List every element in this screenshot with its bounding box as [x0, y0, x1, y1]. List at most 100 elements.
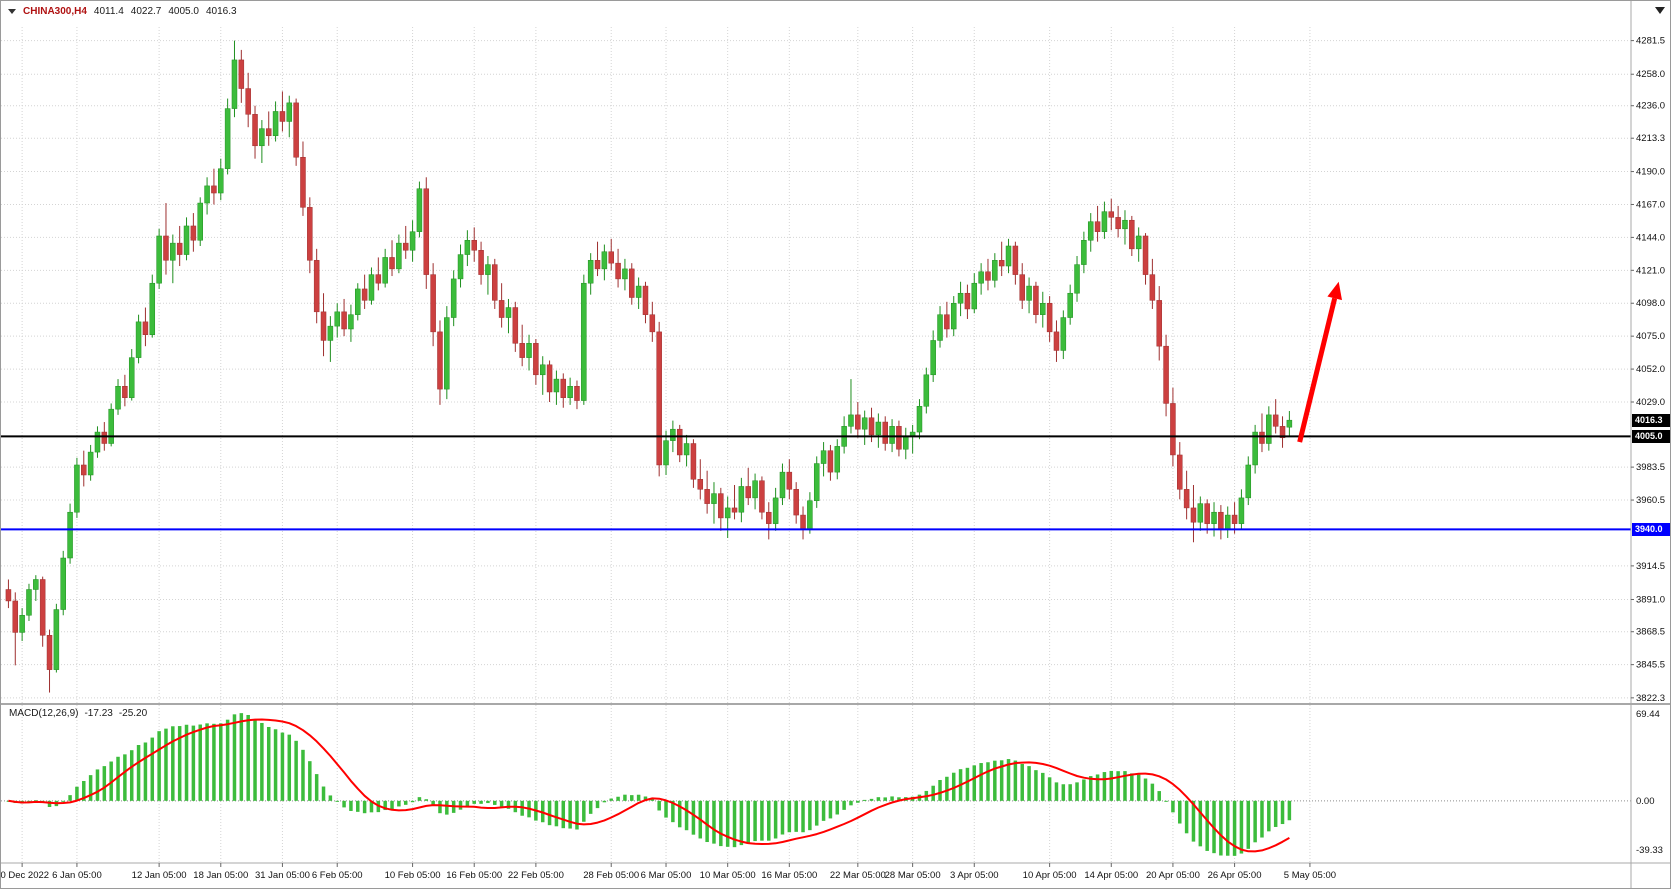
time-tick-label: 6 Jan 05:00: [52, 870, 102, 881]
macd-bar: [712, 800, 716, 844]
candle: [553, 370, 560, 405]
candle-body: [320, 311, 327, 341]
arrow-shaft[interactable]: [1297, 297, 1338, 443]
macd-bar: [458, 800, 463, 810]
trend-arrow[interactable]: [1297, 281, 1342, 443]
candle: [759, 476, 765, 520]
candle: [12, 592, 19, 666]
candle: [163, 203, 169, 275]
macd-bar: [129, 750, 134, 801]
candle: [676, 424, 683, 463]
candle-body: [142, 321, 149, 335]
symbol-dropdown-icon[interactable]: [8, 9, 16, 14]
candle: [1286, 411, 1293, 437]
macd-tick-label: 69.44: [1636, 709, 1660, 720]
macd-bar: [568, 800, 572, 829]
candle-body: [1252, 431, 1258, 466]
candle: [279, 91, 286, 132]
candle: [1163, 334, 1169, 417]
macd-bar: [499, 800, 504, 808]
candle: [916, 399, 923, 440]
macd-bar: [582, 800, 586, 822]
candle-body: [272, 111, 279, 137]
hline-price-badge: 4005.0: [1632, 429, 1670, 443]
macd-bar: [814, 800, 819, 826]
candle: [697, 459, 704, 500]
macd-bar: [801, 800, 805, 833]
macd-bar: [883, 797, 887, 801]
candle: [909, 424, 916, 454]
candle-body: [800, 514, 806, 530]
macd-bar: [554, 800, 559, 827]
macd-bar: [787, 800, 792, 833]
candle-body: [197, 202, 203, 241]
candle: [738, 477, 745, 523]
candle-body: [149, 282, 156, 335]
candle: [300, 141, 306, 216]
macd-bar: [1054, 782, 1059, 801]
macd-bar: [588, 800, 593, 814]
candle: [505, 298, 512, 334]
candle: [245, 72, 251, 128]
candle-body: [423, 188, 430, 275]
candle-body: [286, 102, 293, 122]
candle-body: [615, 262, 621, 280]
candle-body: [1046, 302, 1053, 333]
macd-bar: [431, 800, 435, 805]
candle-body: [738, 486, 745, 513]
macd-histogram: [6, 713, 1292, 856]
candle-body: [224, 108, 231, 169]
candle-body: [1204, 503, 1210, 524]
candle: [820, 442, 827, 477]
candle-body: [478, 250, 484, 275]
macd-bar: [1082, 779, 1086, 801]
candle-body: [402, 242, 409, 251]
price-axis[interactable]: 4281.5 4258.0 4236.0 4213.3 4190.0 4167.0 4144…: [1631, 36, 1665, 704]
candle: [444, 306, 450, 400]
macd-signal-value: -25.20: [118, 708, 148, 719]
candle: [368, 267, 375, 305]
candle-body: [327, 325, 334, 341]
candle-body: [594, 260, 601, 270]
candle-body: [416, 188, 423, 232]
macd-bar: [993, 760, 997, 801]
candle: [231, 40, 238, 118]
macd-bar: [746, 800, 750, 844]
macd-bar: [636, 794, 641, 801]
candle: [1272, 399, 1279, 434]
macd-bar: [691, 800, 696, 835]
macd-bar: [157, 731, 161, 801]
candle: [950, 296, 957, 337]
macd-bar: [225, 719, 230, 801]
candle: [94, 426, 101, 458]
candle-body: [1163, 345, 1169, 404]
price-tick-label: 4236.0: [1636, 101, 1665, 112]
macd-bar: [1232, 800, 1237, 856]
quote-high: 4022.7: [130, 6, 162, 17]
candle-body: [992, 260, 998, 281]
macd-bar: [862, 799, 867, 801]
macd-bar: [68, 795, 72, 801]
macd-tick-label: 0.00: [1636, 796, 1655, 807]
candle: [1046, 296, 1053, 342]
macd-bar: [876, 797, 881, 801]
candle-body: [1197, 503, 1204, 523]
candle-body: [382, 257, 388, 284]
candle: [1190, 485, 1197, 543]
candle: [944, 301, 950, 338]
candle-body: [889, 426, 895, 444]
macd-bar: [1150, 783, 1155, 801]
macd-bar: [1020, 764, 1024, 801]
candle: [622, 258, 628, 291]
candle: [813, 456, 820, 508]
macd-bar: [616, 796, 620, 801]
candle-body: [519, 343, 525, 358]
candle-body: [560, 378, 567, 398]
candle-body: [5, 589, 12, 602]
candle-body: [998, 260, 1005, 267]
price-tick-label: 4281.5: [1636, 36, 1665, 47]
candle-body: [33, 579, 39, 590]
